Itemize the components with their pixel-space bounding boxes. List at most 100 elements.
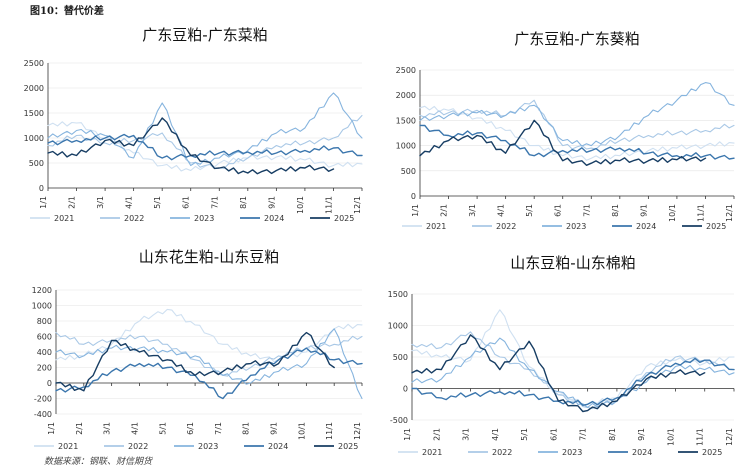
- legend-label: 2023: [562, 448, 582, 457]
- series-line-2021: [419, 105, 735, 161]
- y-tick-label: 1500: [396, 116, 416, 125]
- x-tick-label: 10/1: [297, 422, 306, 440]
- y-tick-label: -500: [390, 416, 408, 425]
- legend-label: 2025: [706, 222, 726, 231]
- legend-label: 2023: [194, 214, 214, 223]
- x-tick-label: 6/1: [186, 422, 195, 435]
- y-tick-label: 2000: [396, 91, 416, 100]
- y-tick-label: 2000: [24, 84, 44, 93]
- y-tick-label: 500: [401, 167, 416, 176]
- x-tick-label: 10/1: [666, 428, 675, 446]
- series-line-2023: [55, 328, 363, 400]
- chart-sd-soymeal-cottonseed: 山东豆粕-山东棉粕 -500 0 500 1000 1500 1/1 2/1 3/1 4/1 5/1…: [388, 254, 735, 457]
- x-tick-label: 2/1: [432, 428, 441, 441]
- y-tick-label: 1000: [396, 142, 416, 151]
- chart-gd-soymeal-rapeseed: 广东豆粕-广东菜粕 0 500 1000 1500 2000 2500 1/1 2/1 3/1 4/…: [24, 26, 363, 223]
- x-tick-label: 12/1: [725, 428, 734, 446]
- series-line-2024: [411, 357, 735, 406]
- x-tick-label: 10/1: [668, 204, 677, 222]
- y-tick-label: 0: [411, 192, 416, 201]
- series-line-2021: [47, 121, 363, 172]
- x-tick-label: 1/1: [403, 428, 412, 441]
- x-tick-label: 5/1: [158, 422, 167, 435]
- series-line-2025: [419, 119, 707, 166]
- x-tick-label: 9/1: [637, 428, 646, 441]
- legend-label: 2022: [128, 442, 148, 451]
- x-tick-label: 8/1: [611, 204, 620, 217]
- x-tick-label: 1/1: [47, 422, 56, 435]
- series-line-2025: [55, 331, 335, 392]
- x-tick-label: 11/1: [696, 428, 705, 446]
- chart-title: 广东豆粕-广东菜粕: [142, 26, 267, 44]
- x-tick-label: 10/1: [296, 196, 305, 214]
- chart-sd-peanut-soymeal: 山东花生粕-山东豆粕 -400 -200 0 200 400 600 800 1000 1200 1…: [32, 248, 363, 451]
- y-tick-label: 0: [47, 379, 52, 388]
- series-line-2022: [411, 331, 735, 410]
- x-tick-label: 6/1: [549, 428, 558, 441]
- x-tick-label: 9/1: [270, 422, 279, 435]
- legend-label: 2024: [264, 214, 284, 223]
- x-tick-label: 5/1: [520, 428, 529, 441]
- x-tick-label: 2/1: [75, 422, 84, 435]
- y-tick-label: 500: [29, 159, 44, 168]
- legend-label: 2023: [198, 442, 218, 451]
- x-tick-label: 2/1: [440, 204, 449, 217]
- x-tick-label: 3/1: [462, 428, 471, 441]
- x-tick-label: 12/1: [353, 196, 362, 214]
- legend-label: 2022: [496, 222, 516, 231]
- x-tick-label: 9/1: [267, 196, 276, 209]
- y-tick-label: 0: [39, 184, 44, 193]
- x-tick-label: 3/1: [96, 196, 105, 209]
- y-tick-label: 200: [37, 364, 52, 373]
- source-note: 数据来源：钢联、财信期货: [44, 457, 153, 467]
- x-tick-label: 6/1: [554, 204, 563, 217]
- y-tick-label: 2500: [24, 59, 44, 68]
- x-tick-label: 7/1: [579, 428, 588, 441]
- series-line-2024: [419, 124, 735, 160]
- x-tick-label: 7/1: [582, 204, 591, 217]
- y-tick-label: 2500: [396, 66, 416, 75]
- x-tick-label: 12/1: [353, 422, 362, 440]
- legend-label: 2021: [426, 222, 446, 231]
- legend-label: 2025: [334, 214, 354, 223]
- y-tick-label: 1500: [388, 290, 408, 299]
- x-tick-label: 12/1: [725, 204, 734, 222]
- series-line-2023: [419, 82, 735, 147]
- y-tick-label: 400: [37, 348, 52, 357]
- series-line-2025: [411, 334, 706, 413]
- legend-label: 2024: [632, 448, 652, 457]
- legend-label: 2022: [492, 448, 512, 457]
- y-tick-label: 500: [393, 353, 408, 362]
- legend-label: 2022: [124, 214, 144, 223]
- series-line-2022: [47, 114, 363, 170]
- series-line-2023: [47, 92, 363, 167]
- x-tick-label: 6/1: [182, 196, 191, 209]
- x-tick-label: 1/1: [411, 204, 420, 217]
- x-tick-label: 5/1: [153, 196, 162, 209]
- legend-label: 2021: [422, 448, 442, 457]
- x-tick-label: 11/1: [325, 422, 334, 440]
- y-tick-label: 1000: [388, 322, 408, 331]
- x-tick-label: 8/1: [608, 428, 617, 441]
- y-tick-label: -400: [34, 410, 52, 419]
- series-line-2022: [419, 99, 735, 150]
- series-line-2021: [411, 309, 735, 406]
- y-tick-label: 1000: [24, 134, 44, 143]
- series-line-2023: [411, 337, 735, 408]
- legend-label: 2023: [566, 222, 586, 231]
- y-tick-label: 800: [37, 317, 52, 326]
- x-tick-label: 5/1: [525, 204, 534, 217]
- y-tick-label: 1000: [32, 302, 52, 311]
- y-tick-label: 1500: [24, 109, 44, 118]
- y-tick-label: -200: [34, 395, 52, 404]
- chart-gd-soymeal-sunflower: 广东豆粕-广东葵粕 0 500 1000 1500 2000 2500 1/1 2/1 3/1 4/…: [396, 30, 735, 231]
- series-line-2024: [47, 133, 363, 161]
- legend-label: 2021: [58, 442, 78, 451]
- x-tick-label: 4/1: [491, 428, 500, 441]
- x-tick-label: 2/1: [68, 196, 77, 209]
- x-tick-label: 1/1: [39, 196, 48, 209]
- y-tick-label: 0: [403, 385, 408, 394]
- x-tick-label: 3/1: [468, 204, 477, 217]
- figure-caption: 图10：替代价差: [30, 6, 104, 17]
- x-tick-label: 7/1: [210, 196, 219, 209]
